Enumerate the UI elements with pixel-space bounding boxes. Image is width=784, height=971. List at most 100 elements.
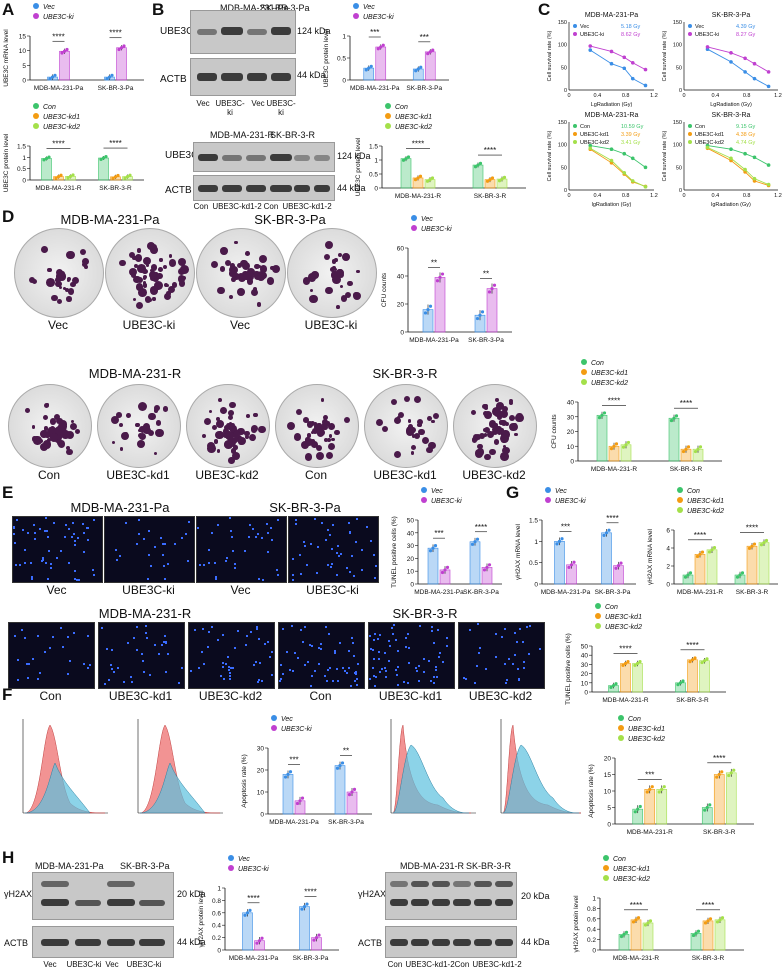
data-point [705, 145, 710, 150]
bar [596, 414, 608, 462]
tunel-image [12, 516, 103, 583]
data-point [678, 681, 683, 685]
legend-marker [688, 32, 692, 36]
data-point [431, 48, 435, 52]
data-point [302, 905, 307, 909]
data-point [750, 544, 754, 548]
y-tick-label: 2 [666, 564, 670, 571]
legend-marker [573, 140, 577, 144]
data-point [705, 805, 709, 810]
kda-label: 44 kDa [177, 937, 206, 947]
data-point [428, 178, 432, 182]
lane-label: UBE3C-ki [126, 960, 162, 969]
panel-letter-a: A [2, 0, 15, 19]
y-tick-label: 10 [407, 569, 415, 576]
data-point [440, 272, 445, 276]
legend-label: Vec [580, 24, 589, 30]
panel-letter-h: H [2, 848, 15, 867]
x-tick-label: 0 [567, 193, 570, 199]
data-point [107, 75, 112, 79]
x-tick-label: SK-BR-3-Pa [98, 85, 134, 92]
data-point [643, 165, 648, 170]
image-label: UBE3C-kd2 [198, 689, 263, 703]
legend-label: UBE3C-ki [281, 726, 312, 733]
data-point [752, 176, 757, 181]
data-point [99, 157, 103, 161]
blot-row-label: UBE3C [160, 26, 194, 37]
y-tick-label: 20 [604, 756, 612, 763]
legend-label: UBE3C-ki [695, 32, 719, 38]
legend-label: Vec [695, 24, 704, 30]
data-point [604, 531, 609, 535]
data-point [105, 77, 109, 81]
legend-marker [595, 613, 601, 619]
x-tick-label: SK-BR-3-R [676, 697, 709, 704]
data-point [609, 447, 614, 451]
histogram-sample [139, 762, 206, 814]
y-axis-label: γH2AX mRNA level [647, 528, 654, 585]
sig-label: **** [630, 901, 642, 910]
data-point [597, 416, 602, 420]
section-title: SK-BR-3-Pa [254, 212, 326, 227]
blot-row-label: γH2AX [358, 889, 387, 899]
y-tick-label: 0 [22, 78, 26, 85]
y-axis-label: γH2AX mRNA level [515, 523, 522, 580]
legend-marker [271, 715, 277, 721]
data-point [298, 799, 302, 803]
data-point [633, 810, 637, 814]
x-tick-label: SK-BR-3-Pa [293, 955, 329, 962]
image-label: Con [39, 689, 62, 703]
blot-image [193, 175, 335, 201]
blot-row-label: UBE3C [165, 150, 199, 161]
legend-label: UBE3C-kd1 [628, 726, 665, 733]
data-point [698, 445, 703, 449]
x-tick-label: MDB-MA-231-R [35, 185, 82, 192]
data-point [743, 56, 747, 61]
kda-label: 44 kDa [297, 70, 326, 80]
legend-label: Con [687, 488, 700, 495]
legend-label: UBE3C-kd2 [591, 380, 628, 387]
legend-marker [688, 132, 692, 136]
y-axis-label: UBE3C mRNA level [3, 29, 10, 87]
data-point [634, 918, 638, 922]
data-point [631, 920, 636, 924]
legend-marker [573, 124, 577, 128]
dish-label: UBE3C-kd2 [195, 468, 259, 482]
x-tick-label: MDB-MA-231-R [677, 589, 724, 596]
y-tick-label: 1 [592, 896, 596, 903]
bar [427, 547, 439, 585]
chart-c1: MDB-MA-231-Pa 0 50 100 150 0 0.4 0.8 1.2 LgRadiat… [547, 12, 658, 108]
legend-value: 3.41 Gy [621, 140, 641, 146]
data-point [340, 761, 345, 765]
y-tick-label: 20 [567, 429, 575, 436]
y-axis-label: Apoptosis rate (%) [241, 754, 248, 807]
lane-label: UBE3C-ki [215, 99, 245, 117]
blot-row-label: ACTB [4, 938, 29, 948]
sig-label: **** [702, 901, 714, 910]
x-tick-label: MDB-MA-231-R [602, 697, 649, 704]
y-axis-label: Apoptosis rate (%) [588, 764, 595, 817]
y-tick-label: 0.5 [529, 560, 538, 567]
blot-row-label: γH2AX [4, 889, 33, 899]
y-tick-label: 30 [567, 414, 575, 421]
section-title: SK-BR-3-R [392, 606, 458, 621]
lane-label: Vec [196, 99, 210, 108]
data-point [720, 916, 725, 920]
data-point [300, 796, 305, 800]
image-label: UBE3C-kd1 [108, 689, 173, 703]
bar [400, 158, 412, 189]
data-point [624, 930, 629, 934]
data-point [352, 787, 357, 791]
data-point [404, 157, 408, 161]
sig-label: **** [606, 514, 618, 523]
x-tick-label: 0.8 [743, 193, 751, 199]
data-point [295, 801, 300, 806]
data-point [669, 418, 674, 423]
chart-f2: Con UBE3C-kd1 UBE3C-kd2 0 5 10 15 20 Apoptosis r… [588, 715, 754, 836]
y-axis-label: TUNEL positive cells (%) [565, 633, 572, 705]
legend-label: UBE3C-kd2 [628, 736, 665, 743]
data-point [419, 65, 423, 69]
dish-label: Vec [47, 318, 68, 332]
data-point [688, 660, 692, 664]
y-tick-label: 40 [407, 530, 415, 537]
